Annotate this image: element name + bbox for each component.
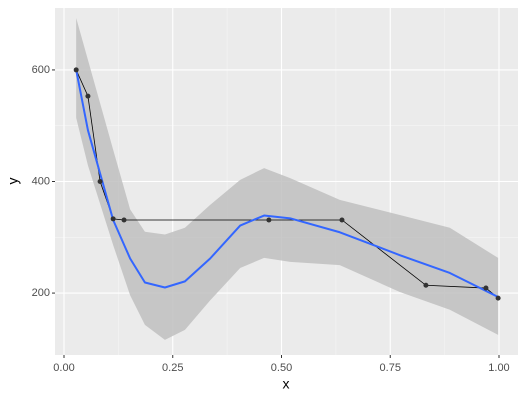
point: [121, 217, 127, 223]
x-tick-label: 1.00: [488, 362, 509, 374]
point: [423, 282, 429, 288]
point: [266, 217, 272, 223]
x-tick-label: 0.25: [162, 362, 183, 374]
point: [483, 285, 489, 291]
point: [110, 216, 116, 222]
x-tick-label: 0.75: [380, 362, 401, 374]
y-tick-label: 200: [32, 287, 50, 299]
point: [85, 93, 91, 99]
point: [97, 179, 103, 184]
y-tick-label: 600: [32, 64, 50, 76]
point: [339, 217, 345, 223]
x-tick-label: 0.00: [53, 362, 74, 374]
y-axis-label: y: [5, 178, 21, 185]
point: [73, 67, 79, 73]
smooth-line: [75, 69, 499, 298]
y-tick-label: 400: [32, 175, 50, 187]
x-axis-label: x: [283, 376, 290, 392]
x-tick-label: 0.50: [271, 362, 292, 374]
data-line: [75, 69, 499, 299]
point: [495, 295, 501, 301]
